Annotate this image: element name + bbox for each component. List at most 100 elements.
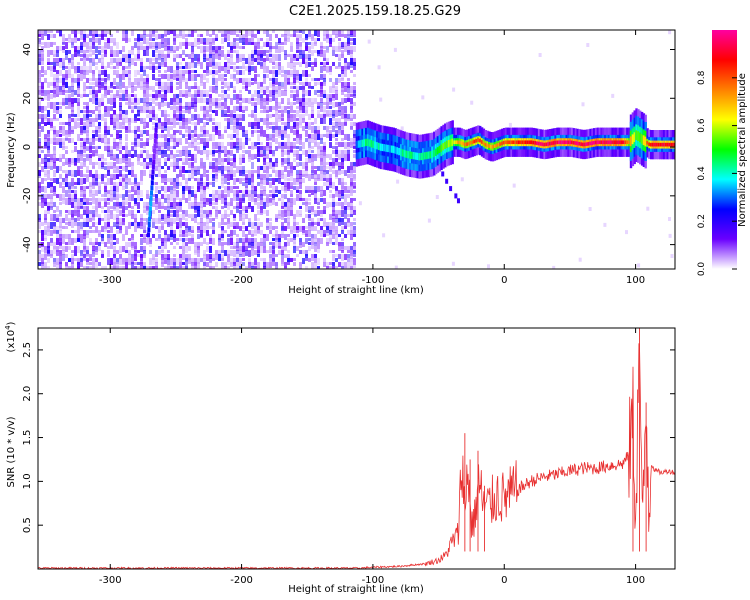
spectrogram-trace-cell [664, 142, 668, 147]
spectrogram-cell [308, 210, 311, 213]
spectrogram-cell [65, 222, 68, 225]
spectrogram-cell [179, 62, 182, 65]
spectrogram-cell [104, 38, 107, 41]
spectrogram-cell [215, 194, 218, 200]
spectrogram-cell [347, 222, 350, 227]
spectrogram-cell [239, 262, 242, 267]
spectrogram-cell [77, 170, 80, 176]
spectrogram-cell [185, 110, 188, 113]
spectrogram-cell [254, 50, 257, 55]
spectrogram-cell [209, 238, 212, 244]
spectrogram-trace-cell [488, 144, 491, 148]
spectrogram-cell [146, 154, 149, 159]
spectrogram-cell [290, 170, 293, 176]
spectrogram-cell [311, 126, 314, 133]
spectrogram-cell [179, 98, 182, 103]
spectrogram-trace-cell [629, 136, 633, 147]
spectrogram-cell [92, 118, 95, 122]
spectrogram-cell [59, 254, 62, 258]
spectrogram-cell [95, 170, 98, 174]
spectrogram-cell [86, 222, 89, 227]
spectrogram-cell [335, 78, 338, 82]
spectrogram-cell [158, 218, 161, 224]
spectrogram-cell [242, 230, 245, 237]
spectrogram-cell [98, 162, 101, 169]
spectrogram-cell [53, 146, 56, 151]
spectrogram-cell [74, 118, 77, 122]
colorbar-tick-label: 0.2 [697, 214, 707, 228]
spectrogram-cell [293, 142, 296, 148]
spectrogram-cell [179, 78, 182, 83]
spectrogram-cell [53, 94, 56, 98]
spectrogram-cell [185, 158, 188, 165]
spectrogram-cell [53, 242, 56, 249]
spectrogram-cell [332, 150, 335, 154]
spectrogram-cell [101, 138, 104, 143]
spectrogram-cell [224, 146, 227, 150]
spectrogram-cell [266, 30, 269, 37]
spectrogram-cell [41, 82, 44, 89]
spectrogram-cell [272, 86, 275, 93]
spectrogram-cell [80, 262, 83, 267]
spectrogram-cell [149, 118, 152, 122]
spectrogram-cell [83, 54, 86, 60]
spectrogram-cell [296, 58, 299, 61]
spectrogram-cell [176, 206, 179, 213]
spectrogram-cell [125, 54, 128, 58]
spectrogram-cell [308, 214, 311, 218]
spectrogram-cell [167, 82, 170, 88]
spectrogram-cell [221, 178, 224, 184]
spectrogram-cell [323, 106, 326, 112]
spectrogram-cell [263, 170, 266, 173]
spectrogram-cell [248, 174, 251, 178]
spectrogram-cell [176, 70, 179, 76]
spectrogram-cell [44, 238, 47, 241]
spectrogram-cell [179, 34, 182, 38]
spectrogram-cell [44, 142, 47, 148]
spectrogram-cell [311, 134, 314, 139]
spectrogram-cell [287, 30, 290, 36]
spectrogram-cell [107, 74, 110, 80]
spectrogram-cell [128, 150, 131, 157]
spectrogram-cell [350, 98, 353, 104]
spectrogram-cell [176, 98, 179, 105]
spectrogram-cell [65, 242, 68, 245]
spectrogram-cell [56, 102, 59, 105]
spectrogram-cell [83, 66, 86, 72]
spectrogram-cell [341, 238, 344, 241]
spectrogram-trace-cell [650, 142, 653, 147]
spectrogram-cell [266, 106, 269, 113]
spectrogram-cell [128, 98, 131, 103]
spectrogram-cell [323, 174, 326, 178]
spectrogram-cell [128, 50, 131, 57]
spectrogram-cell [92, 38, 95, 45]
spectrogram-cell [299, 198, 302, 201]
spectrogram-cell [167, 238, 170, 242]
spectrogram-cell [278, 114, 281, 119]
spectrogram-cell [98, 218, 101, 225]
spectrogram-cell [116, 70, 119, 77]
spectrogram-cell [248, 218, 251, 222]
spectrogram-cell [191, 202, 194, 208]
spectrogram-cell [281, 110, 284, 117]
spectrogram-cell [38, 174, 41, 178]
spectrogram-trace-cell [519, 140, 522, 145]
spectrogram-cell [56, 50, 59, 57]
spectrogram-cell [95, 138, 98, 141]
spectrogram-cell [257, 38, 260, 44]
spectrogram-cell [38, 262, 41, 266]
spectrogram-cell [194, 98, 197, 104]
spectrogram-cell [299, 38, 302, 41]
spectrogram-cell [140, 58, 143, 64]
spectrogram-cell [326, 38, 329, 43]
spectrogram-cell [149, 250, 152, 254]
spectrogram-cell [161, 226, 164, 230]
spectrogram-cell [281, 210, 284, 217]
spectrogram-cell [185, 62, 188, 69]
spectrogram-cell [275, 194, 278, 197]
spectrogram-cell [245, 242, 248, 246]
spectrogram-cell [215, 178, 218, 182]
spectrogram-cell [350, 54, 353, 59]
spectrogram-cell [287, 170, 290, 177]
spectrogram-cell [173, 154, 176, 158]
